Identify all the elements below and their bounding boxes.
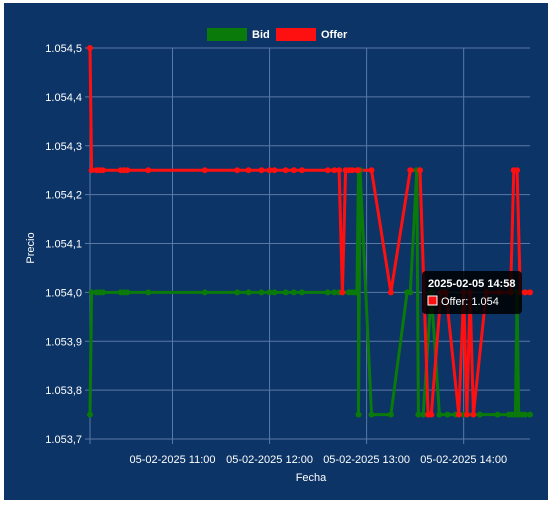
tooltip-swatch: [427, 295, 438, 306]
data-point-offer[interactable]: [470, 411, 477, 418]
data-point-bid[interactable]: [87, 411, 93, 418]
x-axis-label: Fecha: [296, 472, 327, 484]
legend-item-offer[interactable]: Offer: [276, 28, 348, 41]
data-point-bid[interactable]: [282, 289, 289, 296]
data-point-offer[interactable]: [298, 167, 305, 174]
data-point-bid[interactable]: [124, 289, 131, 296]
data-point-offer[interactable]: [368, 167, 375, 174]
data-point-offer[interactable]: [88, 167, 95, 174]
y-axis-ticks: 1.054,5 1.054,4 1.054,3 1.054,2 1.054,1 1.054…: [45, 43, 82, 446]
legend[interactable]: Bid Offer: [207, 28, 348, 41]
data-point-bid[interactable]: [201, 289, 208, 296]
x-axis-ticks: 05-02-2025 11:00 05-02-2025 12:00 05-02-20…: [129, 454, 507, 466]
data-point-offer[interactable]: [271, 167, 278, 174]
data-point-offer[interactable]: [331, 167, 338, 174]
data-point-bid[interactable]: [353, 289, 360, 296]
data-point-offer[interactable]: [522, 289, 529, 296]
data-point-bid[interactable]: [522, 411, 529, 418]
data-point-bid[interactable]: [266, 289, 273, 296]
data-point-bid[interactable]: [415, 411, 422, 418]
price-line-chart: 1.054,5 1.054,4 1.054,3 1.054,2 1.054,1 1.054…: [25, 28, 533, 484]
data-point-bid[interactable]: [527, 411, 533, 418]
y-tick-label: 1.053,9: [45, 336, 82, 348]
data-point-bid[interactable]: [355, 411, 362, 418]
y-tick-label: 1.054,1: [45, 239, 82, 251]
data-point-offer[interactable]: [455, 411, 462, 418]
data-point-offer[interactable]: [514, 167, 521, 174]
data-point-offer[interactable]: [201, 167, 208, 174]
data-point-offer[interactable]: [339, 289, 346, 296]
data-point-bid[interactable]: [324, 289, 331, 296]
data-point-offer[interactable]: [124, 167, 131, 174]
data-point-bid[interactable]: [407, 289, 414, 296]
data-point-bid[interactable]: [88, 289, 95, 296]
data-point-bid[interactable]: [331, 289, 338, 296]
data-point-offer[interactable]: [87, 45, 93, 51]
x-tick-label: 05-02-2025 14:00: [420, 454, 507, 466]
data-point-bid[interactable]: [476, 411, 483, 418]
data-point-offer[interactable]: [290, 167, 297, 174]
x-tick-label: 05-02-2025 11:00: [129, 454, 215, 466]
data-point-bid[interactable]: [368, 411, 375, 418]
data-point-offer[interactable]: [355, 167, 362, 174]
data-point-offer[interactable]: [245, 167, 252, 174]
data-point-offer[interactable]: [324, 167, 331, 174]
data-point-offer[interactable]: [99, 167, 106, 174]
y-tick-label: 1.054,4: [45, 92, 82, 104]
data-point-bid[interactable]: [298, 289, 305, 296]
data-point-offer[interactable]: [428, 411, 435, 418]
y-tick-label: 1.054,5: [45, 43, 82, 55]
y-tick-label: 1.053,8: [45, 385, 82, 397]
y-tick-label: 1.054,0: [45, 287, 82, 299]
y-tick-label: 1.054,2: [45, 190, 82, 202]
legend-label-offer: Offer: [321, 29, 348, 41]
legend-label-bid: Bid: [252, 29, 270, 41]
x-tick-label: 05-02-2025 13:00: [323, 454, 410, 466]
data-point-offer[interactable]: [145, 167, 152, 174]
data-point-offer[interactable]: [407, 167, 414, 174]
data-point-offer[interactable]: [258, 167, 265, 174]
data-point-offer[interactable]: [349, 167, 356, 174]
data-point-bid[interactable]: [387, 411, 394, 418]
legend-swatch-bid: [207, 28, 247, 41]
data-point-bid[interactable]: [258, 289, 265, 296]
data-point-offer[interactable]: [417, 167, 423, 174]
x-tick-label: 05-02-2025 12:00: [226, 454, 313, 466]
data-point-bid[interactable]: [436, 411, 443, 418]
data-point-bid[interactable]: [420, 411, 427, 418]
tooltip-title: 2025-02-05 14:58: [428, 278, 515, 290]
grid-lines: [85, 47, 530, 444]
data-point-bid[interactable]: [494, 411, 501, 418]
data-point-offer[interactable]: [234, 167, 241, 174]
tooltip-label: Offer: 1.054: [441, 296, 499, 308]
legend-swatch-offer: [276, 28, 316, 41]
y-tick-label: 1.053,7: [45, 434, 82, 446]
tooltip: 2025-02-05 14:58 Offer: 1.054: [422, 271, 522, 314]
legend-item-bid[interactable]: Bid: [207, 28, 270, 41]
y-tick-label: 1.054,3: [45, 141, 82, 153]
chart-panel: 1.054,5 1.054,4 1.054,3 1.054,2 1.054,1 1.054…: [4, 3, 548, 500]
data-point-bid[interactable]: [444, 411, 451, 418]
data-point-bid[interactable]: [290, 289, 297, 296]
data-point-offer[interactable]: [463, 411, 470, 418]
data-point-bid[interactable]: [234, 289, 241, 296]
data-point-bid[interactable]: [145, 289, 152, 296]
data-point-bid[interactable]: [271, 289, 278, 296]
data-point-offer[interactable]: [527, 289, 533, 296]
data-point-offer[interactable]: [266, 167, 273, 174]
data-point-offer[interactable]: [336, 167, 343, 174]
data-point-offer[interactable]: [282, 167, 289, 174]
y-axis-label: Precio: [25, 232, 37, 263]
data-point-bid[interactable]: [99, 289, 106, 296]
tooltip-box: [422, 271, 522, 314]
data-point-bid[interactable]: [245, 289, 252, 296]
data-point-offer[interactable]: [387, 289, 394, 296]
